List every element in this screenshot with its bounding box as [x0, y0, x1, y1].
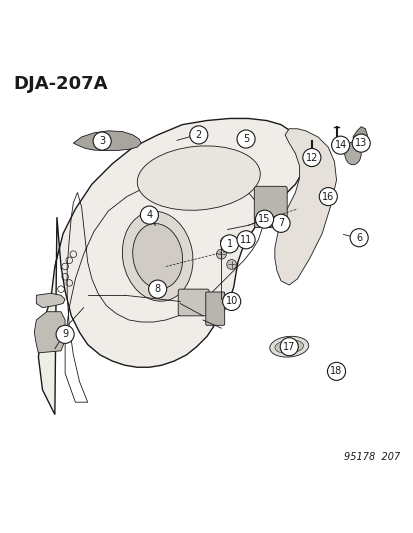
- Circle shape: [56, 325, 74, 343]
- Text: 2: 2: [195, 130, 202, 140]
- Circle shape: [222, 293, 240, 311]
- FancyBboxPatch shape: [205, 292, 224, 325]
- Ellipse shape: [344, 142, 360, 165]
- Text: 16: 16: [321, 191, 334, 201]
- Text: DJA-207A: DJA-207A: [14, 75, 108, 93]
- Circle shape: [351, 134, 369, 152]
- Circle shape: [237, 130, 254, 148]
- Circle shape: [280, 337, 298, 356]
- FancyBboxPatch shape: [178, 289, 209, 316]
- Text: 7: 7: [277, 219, 283, 228]
- Polygon shape: [38, 118, 305, 415]
- Circle shape: [349, 229, 367, 247]
- Circle shape: [271, 214, 290, 232]
- Text: 95178  207: 95178 207: [343, 452, 399, 462]
- Text: 13: 13: [354, 138, 366, 148]
- Text: 8: 8: [154, 284, 160, 294]
- Ellipse shape: [269, 336, 308, 357]
- FancyBboxPatch shape: [254, 187, 287, 228]
- Circle shape: [148, 280, 166, 298]
- Text: 3: 3: [99, 136, 105, 146]
- Circle shape: [140, 206, 158, 224]
- Text: 11: 11: [240, 235, 252, 245]
- Text: 6: 6: [355, 233, 361, 243]
- Circle shape: [255, 210, 273, 228]
- Text: 12: 12: [305, 152, 317, 163]
- Text: 5: 5: [242, 134, 249, 144]
- Ellipse shape: [133, 223, 182, 289]
- Text: 9: 9: [62, 329, 68, 340]
- Polygon shape: [352, 127, 366, 143]
- Text: 10: 10: [225, 296, 237, 306]
- Text: 1: 1: [226, 239, 232, 249]
- Text: 17: 17: [282, 342, 295, 352]
- Text: 14: 14: [334, 140, 346, 150]
- Circle shape: [327, 362, 345, 381]
- Polygon shape: [34, 312, 65, 353]
- Circle shape: [93, 132, 111, 150]
- Text: 15: 15: [258, 214, 270, 224]
- Text: 4: 4: [146, 210, 152, 220]
- Circle shape: [331, 136, 349, 154]
- Ellipse shape: [327, 368, 337, 375]
- Polygon shape: [274, 129, 336, 285]
- Ellipse shape: [122, 211, 192, 301]
- Circle shape: [226, 260, 236, 269]
- Circle shape: [220, 237, 230, 247]
- Circle shape: [318, 188, 337, 206]
- Text: 18: 18: [330, 366, 342, 376]
- Polygon shape: [36, 293, 65, 308]
- Ellipse shape: [274, 340, 303, 353]
- Circle shape: [237, 231, 254, 249]
- Circle shape: [302, 149, 320, 167]
- Circle shape: [189, 126, 207, 144]
- Circle shape: [220, 235, 238, 253]
- Circle shape: [216, 249, 226, 259]
- Ellipse shape: [137, 146, 260, 211]
- Polygon shape: [73, 131, 141, 150]
